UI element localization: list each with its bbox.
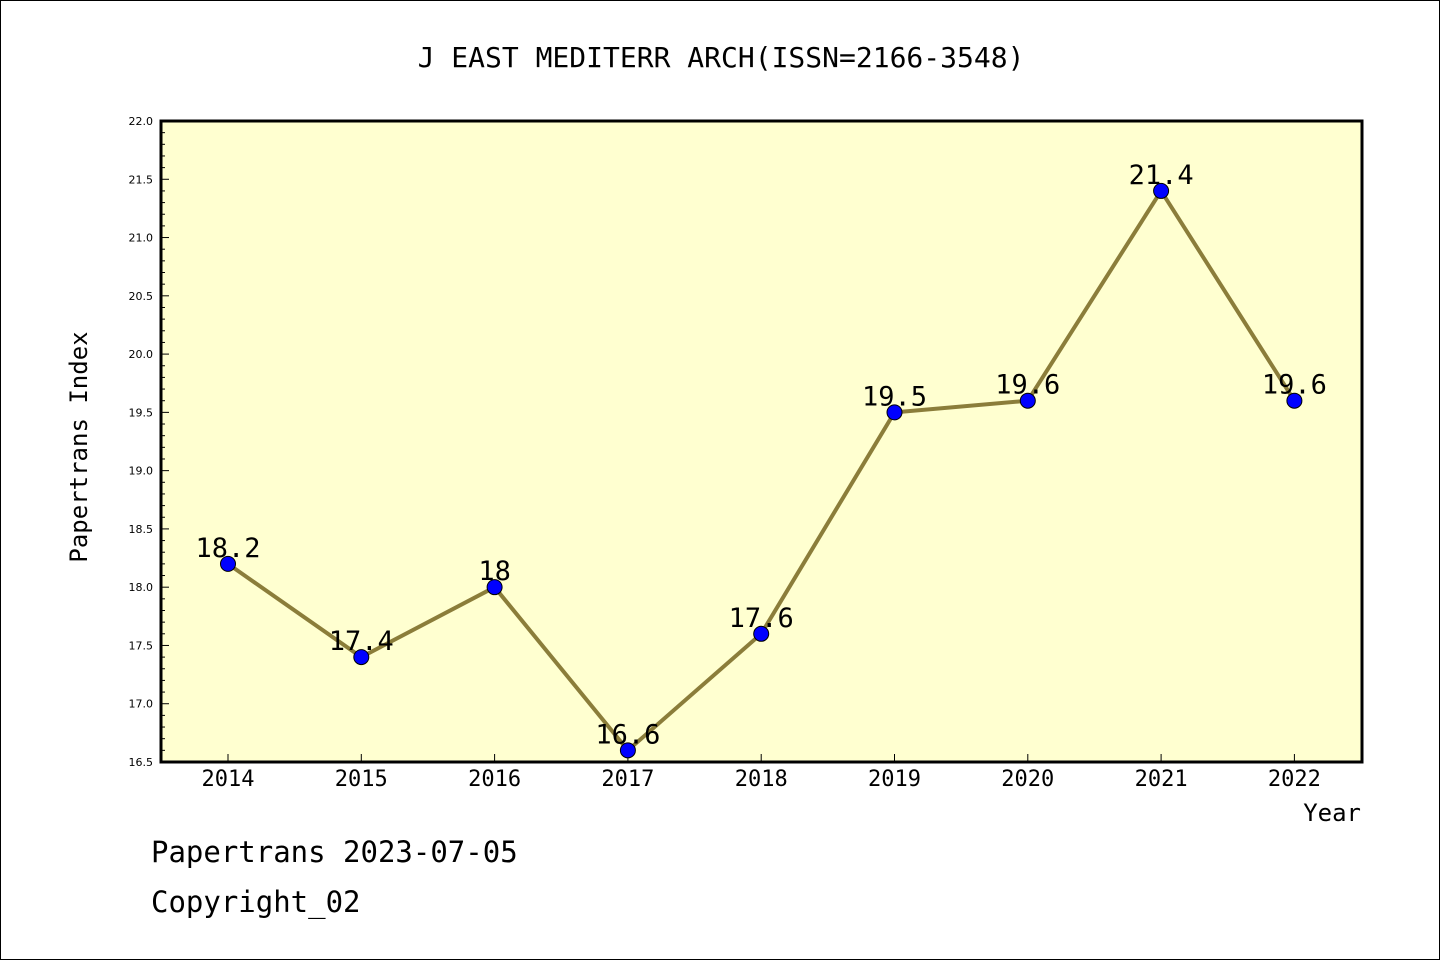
y-tick-label: 19.0 — [129, 465, 154, 478]
y-tick-label: 19.5 — [129, 406, 154, 419]
footer-copyright-text: Copyright_02 — [151, 885, 361, 919]
data-point-2015 — [353, 649, 370, 666]
x-tick-label: 2014 — [202, 767, 255, 792]
x-axis-ticks: 2014 2015 2016 2017 2018 2019 2020 2021 2022 — [202, 754, 1321, 792]
y-tick-label: 18.5 — [129, 523, 154, 536]
y-tick-label: 17.5 — [129, 639, 154, 652]
plot-area — [159, 119, 1364, 764]
data-point-2022 — [1286, 392, 1303, 409]
data-label-2014: 18.2 — [195, 533, 260, 564]
y-tick-label: 17.0 — [129, 698, 154, 711]
data-label-2021: 21.4 — [1129, 160, 1194, 191]
data-point-2016 — [486, 579, 503, 596]
y-tick-label: 21.5 — [129, 173, 154, 186]
y-axis-ticks: 16.5 17.0 17.5 18.0 18.5 19.0 19.5 20.0 20.5 21.0… — [129, 115, 169, 769]
footer-date-text: Papertrans 2023-07-05 — [151, 835, 518, 869]
data-label-2020: 19.6 — [995, 370, 1060, 401]
x-axis-label: Year — [1303, 799, 1361, 827]
data-point-2021 — [1153, 182, 1170, 199]
x-tick-label: 2019 — [868, 767, 921, 792]
data-label-2015: 17.4 — [329, 626, 394, 657]
y-tick-label: 21.0 — [129, 232, 154, 245]
x-tick-label: 2022 — [1268, 767, 1321, 792]
y-tick-label: 18.0 — [129, 581, 154, 594]
y-tick-label: 22.0 — [129, 115, 154, 128]
data-point-2019 — [886, 404, 903, 421]
y-tick-label: 16.5 — [129, 756, 154, 769]
data-labels: 18.2 17.4 18 16.6 17.6 19.5 19.6 21.4 19.6 — [195, 160, 1326, 750]
x-tick-label: 2018 — [735, 767, 788, 792]
x-tick-label: 2021 — [1135, 767, 1188, 792]
y-tick-label: 20.0 — [129, 348, 154, 361]
data-point-2014 — [220, 555, 236, 572]
data-point-2017 — [619, 742, 636, 759]
x-tick-label: 2016 — [468, 767, 521, 792]
data-label-2022: 19.6 — [1262, 370, 1327, 401]
y-tick-label: 20.5 — [129, 290, 154, 303]
data-point-2018 — [753, 625, 770, 642]
x-tick-label: 2015 — [335, 767, 388, 792]
data-markers — [220, 182, 1303, 759]
x-tick-label: 2020 — [1001, 767, 1054, 792]
y-axis-label: Papertrans Index — [65, 331, 93, 562]
x-tick-label: 2017 — [601, 767, 654, 792]
data-point-2020 — [1019, 392, 1036, 409]
data-label-2016: 18 — [478, 556, 511, 587]
data-label-2018: 17.6 — [729, 603, 794, 634]
data-label-2019: 19.5 — [862, 381, 927, 412]
data-label-2017: 16.6 — [595, 719, 660, 750]
chart-title: J EAST MEDITERR ARCH(ISSN=2166-3548) — [418, 41, 1025, 74]
